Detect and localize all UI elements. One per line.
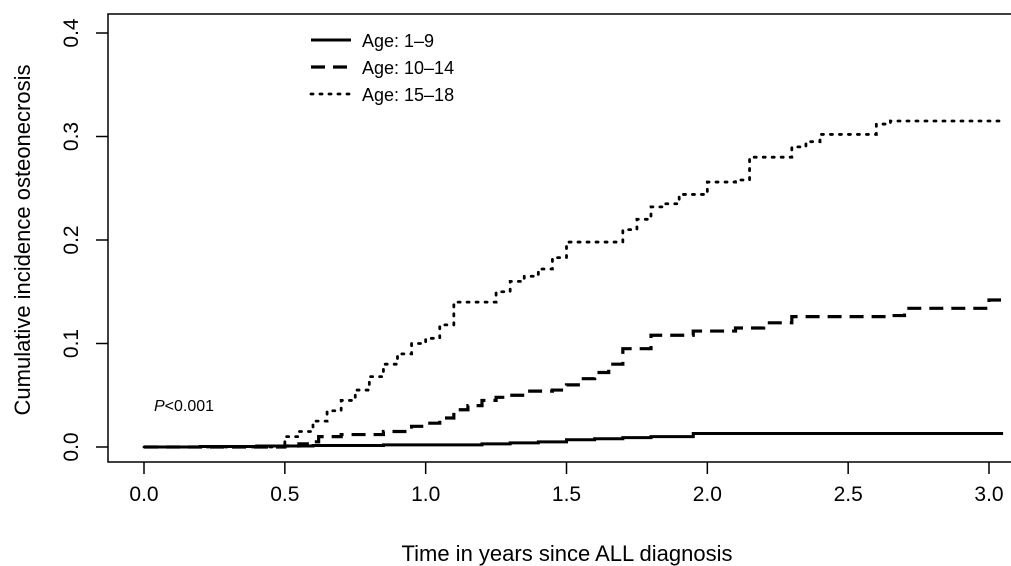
y-axis-title: Cumulative incidence osteonecrosis — [10, 65, 35, 416]
p-value-italic: P — [154, 398, 165, 415]
x-tick-label: 0.5 — [270, 483, 299, 506]
x-tick-label: 2.0 — [693, 483, 722, 506]
series-line-solid — [144, 432, 1004, 449]
axes: 0.0 0.5 1.0 1.5 2.0 2.5 3.0 0.0 0.1 0.2 0.3 0.4 — [60, 13, 1011, 506]
x-axis-title: Time in years since ALL diagnosis — [402, 541, 733, 566]
series-line-dotted — [142, 119, 1005, 449]
series-line-dashed — [144, 298, 1004, 449]
x-tick-label: 0.0 — [129, 483, 158, 506]
legend-label: Age: 1–9 — [362, 31, 434, 51]
x-tick-label: 1.5 — [552, 483, 581, 506]
y-tick-label: 0.1 — [60, 329, 83, 358]
y-tick-label: 0.3 — [60, 122, 83, 151]
x-tick-label: 3.0 — [974, 483, 1003, 506]
legend-label: Age: 15–18 — [362, 85, 454, 105]
x-tick-label: 1.0 — [411, 483, 440, 506]
x-tick-label: 2.5 — [834, 483, 863, 506]
plot-frame — [107, 13, 1011, 463]
y-tick-label: 0.0 — [60, 432, 83, 461]
legend: Age: 1–9 Age: 10–14 Age: 15–18 — [309, 31, 454, 105]
y-tick-label: 0.4 — [60, 18, 83, 48]
y-tick-label: 0.2 — [60, 225, 83, 254]
series-lines — [142, 119, 1005, 449]
legend-label: Age: 10–14 — [362, 58, 454, 78]
p-value-annotation: P<0.001 — [154, 398, 214, 415]
p-value-text: <0.001 — [165, 398, 214, 415]
